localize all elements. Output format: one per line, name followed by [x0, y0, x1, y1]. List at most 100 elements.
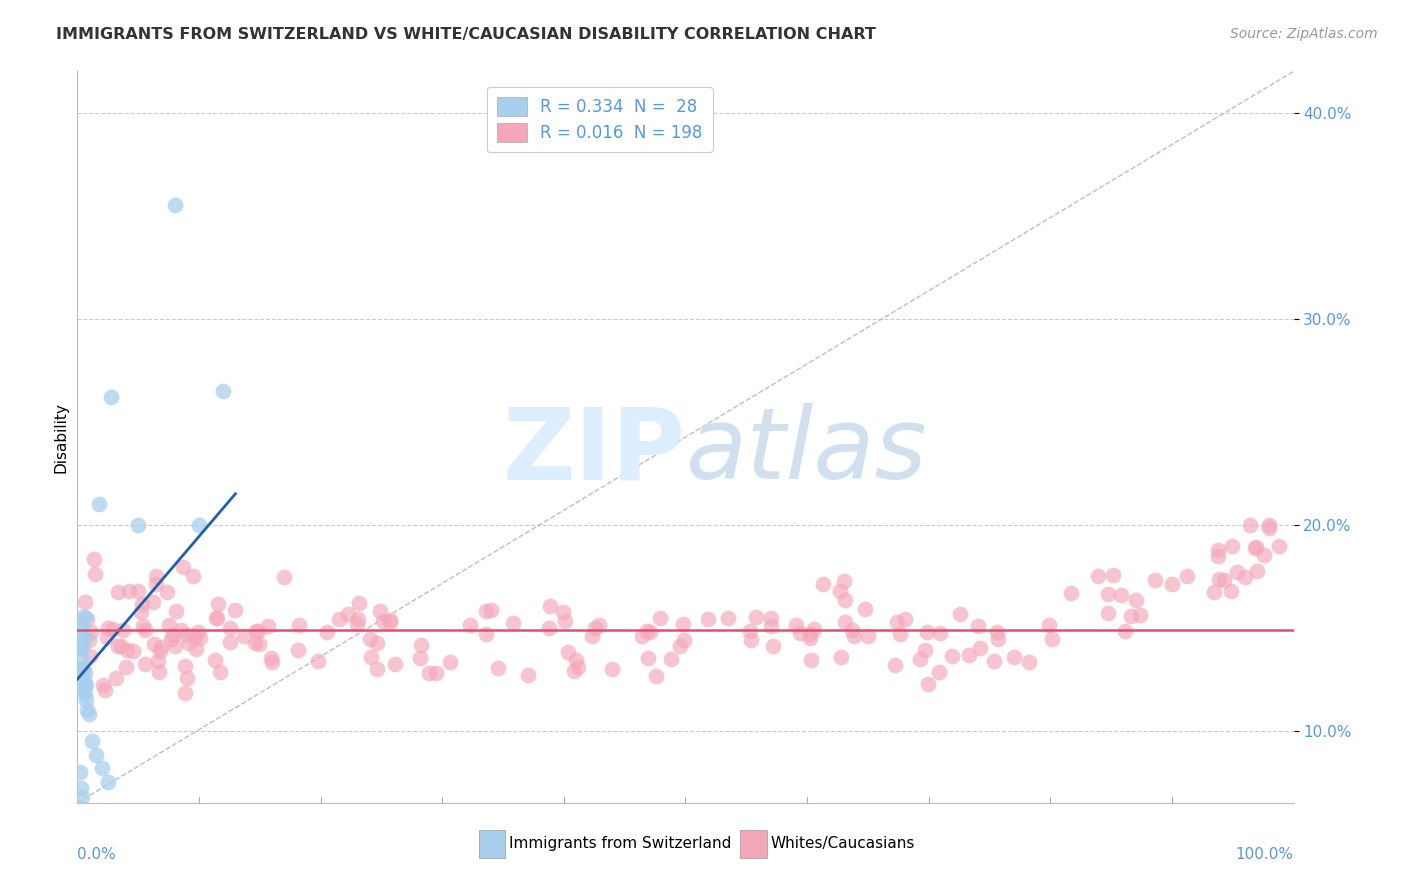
- Point: [273, 570, 295, 584]
- Point: [894, 612, 917, 626]
- Point: [188, 631, 211, 645]
- Point: [134, 623, 156, 637]
- Point: [70, 621, 93, 635]
- Point: [1234, 570, 1257, 584]
- Point: [1220, 539, 1243, 553]
- Point: [384, 657, 406, 672]
- Point: [803, 623, 825, 637]
- Point: [162, 628, 184, 642]
- Point: [1202, 585, 1225, 599]
- Point: [969, 641, 991, 656]
- Point: [260, 656, 283, 670]
- Point: [378, 613, 401, 627]
- Point: [73, 665, 96, 680]
- Point: [630, 628, 652, 642]
- Point: [889, 626, 911, 640]
- Point: [73, 687, 96, 701]
- Point: [1143, 573, 1166, 587]
- Point: [669, 639, 692, 653]
- Point: [122, 644, 145, 658]
- Point: [179, 636, 201, 650]
- Point: [886, 615, 908, 630]
- Point: [70, 672, 93, 686]
- Point: [366, 661, 388, 675]
- Point: [111, 623, 134, 637]
- Point: [502, 616, 524, 631]
- Point: [581, 629, 603, 643]
- Point: [588, 618, 610, 632]
- Point: [104, 671, 127, 685]
- Point: [740, 632, 762, 647]
- Point: [1125, 593, 1147, 607]
- Point: [1060, 586, 1083, 600]
- Point: [378, 615, 401, 629]
- Point: [1097, 587, 1119, 601]
- Point: [117, 583, 139, 598]
- Point: [146, 654, 169, 668]
- Point: [738, 624, 761, 639]
- Point: [207, 597, 229, 611]
- Point: [636, 624, 658, 638]
- Point: [475, 627, 498, 641]
- Point: [1087, 569, 1109, 583]
- Point: [368, 604, 391, 618]
- Point: [224, 603, 246, 617]
- Point: [307, 654, 329, 668]
- Point: [659, 652, 682, 666]
- Point: [70, 641, 93, 656]
- Point: [97, 621, 120, 635]
- Point: [929, 626, 952, 640]
- Point: [696, 612, 718, 626]
- Point: [458, 618, 481, 632]
- Point: [165, 639, 187, 653]
- Point: [638, 624, 661, 639]
- Point: [1206, 543, 1229, 558]
- Point: [1206, 549, 1229, 563]
- Point: [799, 626, 821, 640]
- Point: [70, 789, 93, 804]
- Point: [337, 607, 360, 622]
- Point: [762, 640, 785, 654]
- Point: [76, 703, 98, 717]
- Point: [72, 662, 94, 676]
- Point: [1040, 632, 1063, 647]
- Point: [853, 602, 876, 616]
- Point: [257, 619, 280, 633]
- Point: [517, 668, 540, 682]
- Point: [834, 615, 856, 629]
- Point: [208, 665, 231, 679]
- Point: [366, 636, 388, 650]
- Point: [360, 650, 382, 665]
- Point: [1038, 618, 1060, 632]
- Point: [1121, 608, 1143, 623]
- Point: [316, 624, 339, 639]
- Point: [188, 517, 211, 532]
- Point: [1220, 584, 1243, 599]
- Point: [1268, 539, 1291, 553]
- Point: [145, 569, 167, 583]
- Point: [170, 623, 193, 637]
- Point: [172, 559, 194, 574]
- Point: [554, 614, 576, 628]
- Point: [287, 642, 309, 657]
- Text: Source: ZipAtlas.com: Source: ZipAtlas.com: [1230, 27, 1378, 41]
- Point: [830, 650, 852, 665]
- Point: [127, 517, 149, 532]
- Legend: R = 0.334  N =  28, R = 0.016  N = 198: R = 0.334 N = 28, R = 0.016 N = 198: [486, 87, 713, 153]
- Point: [205, 610, 228, 624]
- Point: [648, 611, 671, 625]
- Point: [84, 566, 107, 581]
- Point: [1161, 577, 1184, 591]
- Point: [72, 802, 94, 816]
- Point: [347, 596, 370, 610]
- Point: [1018, 655, 1040, 669]
- Point: [834, 592, 856, 607]
- Text: Immigrants from Switzerland: Immigrants from Switzerland: [509, 837, 731, 851]
- Point: [90, 761, 112, 775]
- Point: [183, 629, 205, 643]
- Point: [1208, 573, 1230, 587]
- Point: [915, 625, 938, 640]
- Bar: [740, 830, 766, 858]
- Point: [110, 639, 132, 653]
- Point: [115, 643, 138, 657]
